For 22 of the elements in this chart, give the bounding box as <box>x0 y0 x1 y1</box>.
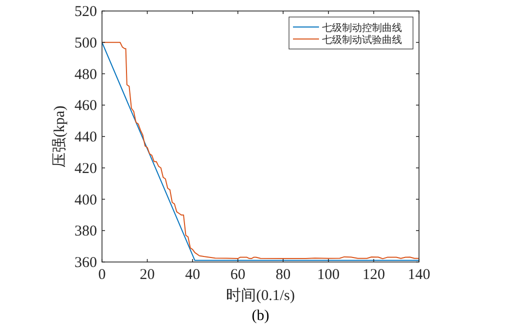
x-tick-label: 0 <box>98 267 106 283</box>
x-tick-label: 100 <box>317 267 340 283</box>
x-tick-label: 60 <box>230 267 246 283</box>
x-axis-title: 时间(0.1/s) <box>226 287 295 304</box>
y-tick-label: 440 <box>74 130 97 146</box>
x-tick-label: 80 <box>276 267 291 283</box>
x-tick-label: 140 <box>408 267 430 283</box>
y-tick-label: 500 <box>74 35 97 52</box>
text: (b) <box>252 308 270 324</box>
legend-label: 七级制动控制曲线 <box>322 22 402 34</box>
legend-label: 七级制动试验曲线 <box>322 34 402 46</box>
y-axis-title: 压强(kpa) <box>52 106 68 168</box>
y-tick-label: 360 <box>74 255 97 271</box>
y-tick-label: 420 <box>74 160 97 177</box>
y-tick-label: 400 <box>74 192 97 208</box>
x-tick-label: 20 <box>140 267 155 283</box>
x-tick-label: 40 <box>185 267 200 283</box>
y-tick-label: 460 <box>74 98 97 114</box>
y-tick-label: 380 <box>74 224 97 240</box>
x-tick-label: 120 <box>362 267 385 283</box>
y-tick-label: 520 <box>74 4 97 20</box>
y-tick-label: 480 <box>74 66 97 83</box>
